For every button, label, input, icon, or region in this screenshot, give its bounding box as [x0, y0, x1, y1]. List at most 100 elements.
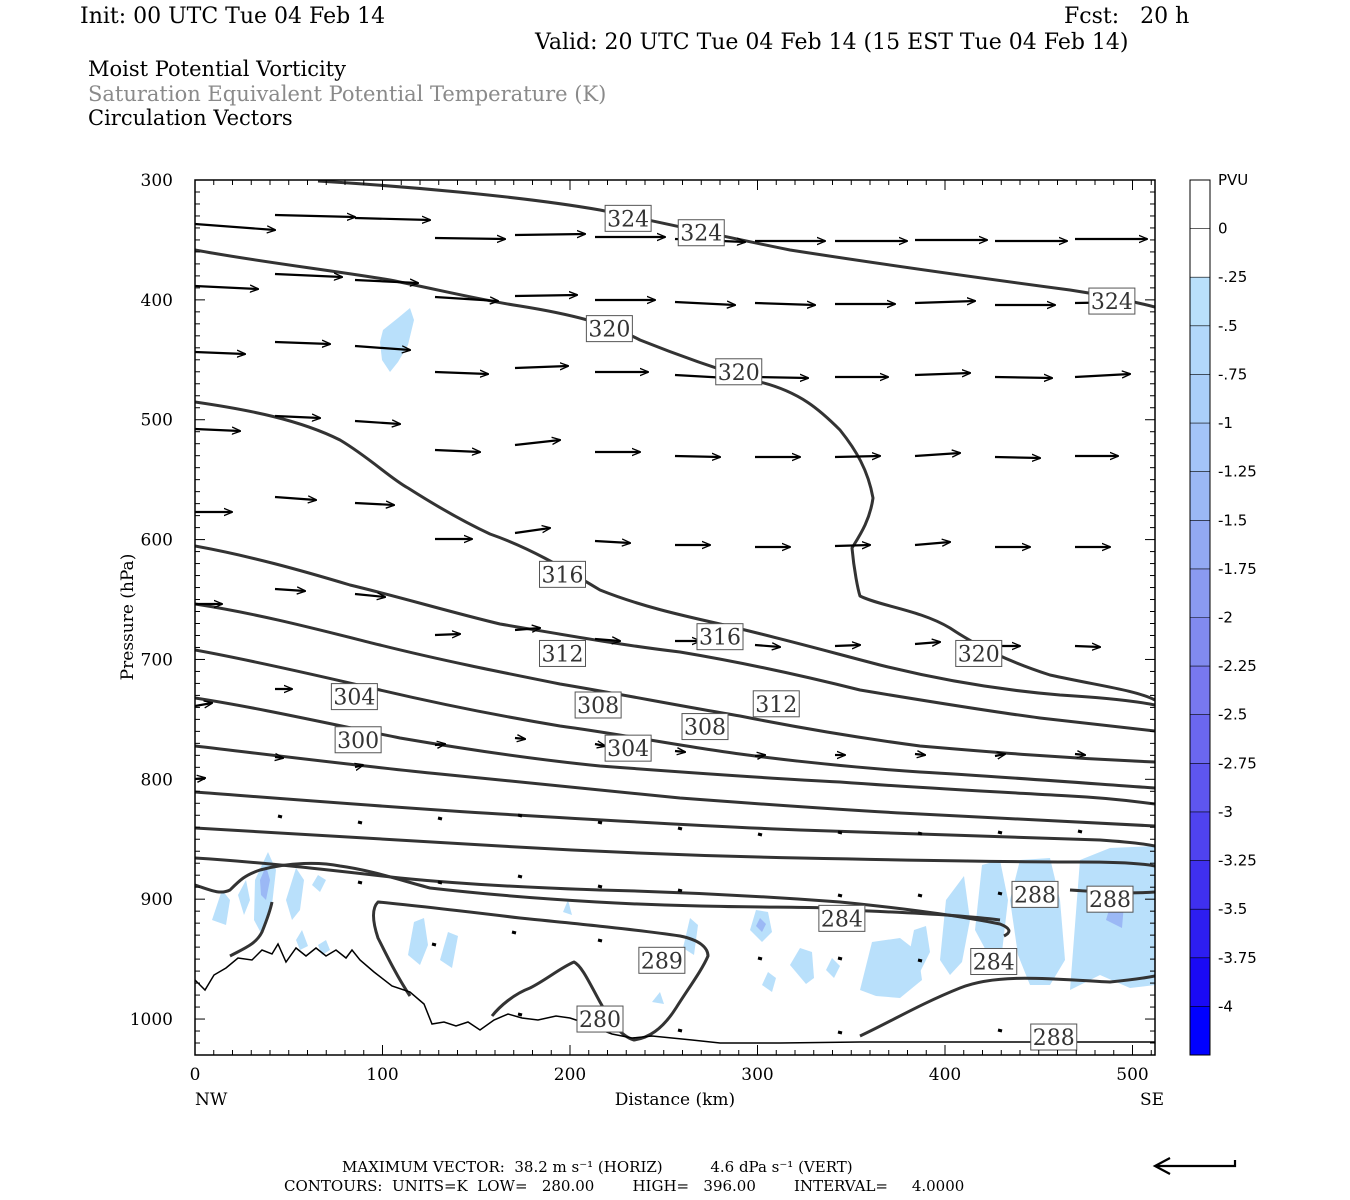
contour-280-a: [229, 901, 274, 958]
y-tick-label: 300: [141, 171, 173, 191]
contour-304: [195, 648, 1155, 790]
colorbar-tick-label: -2: [1218, 609, 1233, 627]
circulation-vector: [354, 594, 385, 597]
pv-patch: [296, 930, 308, 950]
colorbar-swatch: [1190, 811, 1210, 862]
colorbar-tick-label: -.25: [1218, 268, 1247, 286]
colorbar-tick-label: -3.25: [1218, 852, 1257, 870]
contour-280-b: [372, 900, 710, 1042]
circulation-vector: [274, 416, 320, 418]
x-end-label-se: SE: [1140, 1090, 1164, 1110]
pv-patch: [238, 880, 250, 915]
colorbar-swatch: [1190, 520, 1210, 570]
circulation-vector: [837, 956, 843, 961]
colorbar-swatch: [1190, 666, 1210, 716]
circulation-vector: [434, 238, 505, 239]
contour-label-box: [334, 726, 382, 754]
circulation-vector: [274, 215, 355, 217]
circulation-vector: [277, 814, 283, 819]
contour-label: 280: [579, 1008, 621, 1033]
circulation-vector: [354, 218, 430, 220]
circulation-vector: [997, 830, 1003, 835]
y-axis-label: Pressure (hPa): [118, 554, 138, 681]
circulation-vector: [594, 744, 605, 746]
y-tick-label: 500: [141, 411, 173, 431]
circulation-vector: [994, 377, 1052, 378]
y-tick-label: 800: [141, 770, 173, 790]
contour-label-box: [677, 219, 725, 247]
x-end-label-nw: NW: [195, 1090, 228, 1110]
contour-label: 316: [699, 626, 741, 651]
circulation-vector: [914, 542, 950, 545]
pv-patch: [790, 948, 814, 984]
x-tick-label: 500: [1116, 1065, 1148, 1085]
circulation-vector: [434, 744, 445, 745]
pv-patch: [975, 860, 1008, 958]
circulation-vector: [834, 545, 870, 546]
circulation-vector: [195, 703, 212, 706]
x-tick-label: 100: [366, 1065, 398, 1085]
contour-label-box: [638, 946, 686, 974]
colorbar-label: PVU: [1218, 171, 1248, 189]
circulation-vector: [917, 958, 923, 963]
x-tick-label: 400: [929, 1065, 961, 1085]
contour-label-box: [715, 358, 763, 386]
colorbar-swatch: [1190, 277, 1210, 327]
pv-patch: [440, 932, 458, 968]
contour-label: 308: [684, 716, 726, 741]
circulation-vector: [355, 765, 363, 767]
colorbar-tick-label: -1.75: [1218, 560, 1257, 578]
circulation-vector: [834, 645, 860, 646]
colorbar-swatch: [1190, 471, 1210, 521]
contour-label-box: [539, 639, 586, 667]
circulation-vector: [594, 541, 630, 543]
circulation-vector: [434, 634, 460, 635]
circulation-vector: [1074, 754, 1085, 755]
circulation-vector: [357, 880, 363, 885]
contour-label-box: [818, 904, 866, 932]
circulation-vector: [517, 1012, 523, 1017]
circulation-vector: [195, 429, 240, 431]
colorbar-tick-label: -1.5: [1218, 511, 1247, 529]
contour-label-box: [574, 691, 622, 719]
contour-label: 312: [755, 693, 797, 718]
circulation-vector: [514, 234, 585, 235]
forecast-hour: Fcst: 20 h: [1064, 4, 1190, 29]
colorbar-swatch: [1190, 909, 1210, 959]
contour-labels: 324 324 324 320 320 320 316 316 312 312 308 308 304 3…: [330, 204, 1136, 1051]
circulation-vector: [754, 645, 780, 647]
circulation-vector: [274, 342, 330, 344]
contour-292: [195, 790, 1155, 848]
title-mpv: Moist Potential Vorticity: [88, 57, 346, 81]
y-tick-label: 900: [141, 890, 173, 910]
colorbar-swatch: [1190, 617, 1210, 667]
valid-time: Valid: 20 UTC Tue 04 Feb 14 (15 EST Tue …: [535, 30, 1129, 55]
pv-patch: [826, 958, 840, 978]
colorbar-tick-label: -3: [1218, 803, 1233, 821]
contour-label: 284: [821, 907, 863, 932]
contour-label-box: [955, 639, 1003, 667]
circulation-vector: [274, 589, 305, 591]
circulation-vector: [357, 820, 363, 825]
colorbar-swatch: [1190, 714, 1210, 764]
colorbar-swatch: [1190, 374, 1210, 424]
circulation-vector: [914, 373, 970, 375]
circulation-vector: [354, 280, 418, 283]
colorbar-swatch: [1190, 1006, 1210, 1056]
contour-label-box: [576, 1005, 624, 1033]
colorbar-tick-label: -2.5: [1218, 706, 1247, 724]
circulation-vector: [677, 826, 683, 831]
contour-label: 288: [1089, 888, 1131, 913]
contour-label: 320: [718, 361, 760, 386]
circulation-vector: [754, 377, 808, 378]
colorbar-swatch: [1190, 763, 1210, 813]
colorbar-tick-label: 0: [1218, 220, 1228, 238]
contour-288-surface: [859, 974, 1155, 1038]
contour-label: 289: [641, 949, 683, 974]
circulation-vector: [677, 1028, 683, 1033]
pv-patch: [908, 926, 930, 972]
contour-label-box: [696, 623, 744, 651]
plot-frame: [194, 179, 1156, 1056]
colorbar-swatch: [1190, 180, 1210, 230]
contour-label: 320: [958, 642, 1000, 667]
